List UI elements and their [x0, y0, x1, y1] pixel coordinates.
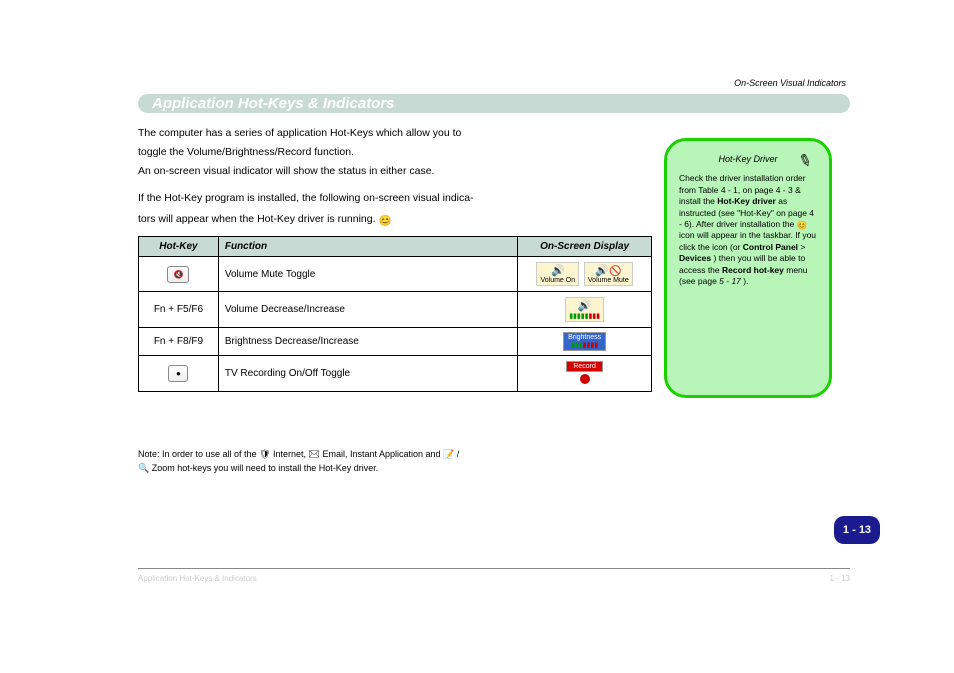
- footer-rule: [138, 568, 850, 569]
- note-page-ref: 5 - 17: [719, 276, 741, 286]
- note-body: Check the driver installation order from…: [679, 173, 817, 288]
- func-record: TV Recording On/Off Toggle: [218, 356, 517, 392]
- disp-bright: Brightness▮▮▮▮▮▮▮: [518, 328, 652, 356]
- disp-vol: 🔊▮▮▮▮▮▮▮▮: [518, 292, 652, 328]
- note-app-icon: 😊: [797, 220, 807, 230]
- page-number-badge: 1 - 13: [834, 516, 880, 544]
- func-vol: Volume Decrease/Increase: [218, 292, 517, 328]
- title-bar-text: Application Hot-Keys & Indicators: [152, 95, 395, 112]
- table-row: Fn + F8/F9 Brightness Decrease/Increase …: [139, 328, 652, 356]
- app-icon: 😊: [378, 214, 388, 224]
- key-record: ●: [168, 365, 188, 382]
- disp-record: Record: [518, 356, 652, 392]
- note-hk-bold: Hot-Key driver: [717, 196, 776, 206]
- note-rec-hk: Record hot-key: [722, 265, 784, 275]
- key-mute: 🔇: [167, 266, 189, 283]
- footnotes: Note: In order to use all of the 🛡 Inter…: [138, 448, 652, 475]
- subheading: On-Screen Visual Indicators: [138, 174, 298, 188]
- note-gt: >: [800, 242, 805, 252]
- desc-line: If the Hot-Key program is installed, the…: [138, 192, 474, 204]
- table-row: Fn + F5/F6 Volume Decrease/Increase 🔊▮▮▮…: [139, 292, 652, 328]
- footer: Application Hot-Keys & Indicators 1 - 13: [138, 574, 850, 583]
- table-row: ● TV Recording On/Off Toggle Record: [139, 356, 652, 392]
- note-body7: ).: [743, 276, 748, 286]
- note-box: ✎ Hot-Key Driver Check the driver instal…: [664, 138, 832, 398]
- intro-line-2: toggle the Volume/Brightness/Record func…: [138, 145, 652, 160]
- func-bright: Brightness Decrease/Increase: [218, 328, 517, 356]
- title-bar: Application Hot-Keys & Indicators: [138, 94, 850, 113]
- footer-left: Application Hot-Keys & Indicators: [138, 574, 257, 583]
- func-mute: Volume Mute Toggle: [218, 257, 517, 292]
- th-hotkey: Hot-Key: [139, 237, 219, 257]
- footnote-line-2: 🔍 Zoom hot-keys you will need to install…: [138, 462, 652, 475]
- intro-line-1: The computer has a series of application…: [138, 126, 652, 141]
- note-body3: After driver installation the: [696, 219, 797, 229]
- key-vol: Fn + F5/F6: [139, 292, 219, 328]
- th-function: Function: [218, 237, 517, 257]
- pre-table-text: tors will appear when the Hot-Key driver…: [138, 213, 376, 225]
- footer-right: 1 - 13: [830, 574, 850, 583]
- footnote-line-1: Note: In order to use all of the 🛡 Inter…: [138, 448, 652, 461]
- disp-mute: 🔊Volume On 🔊🚫Volume Mute: [518, 257, 652, 292]
- table-row: 🔇 Volume Mute Toggle 🔊Volume On 🔊🚫Volume…: [139, 257, 652, 292]
- chapter-label: On-Screen Visual Indicators: [734, 78, 846, 88]
- pre-table-line: tors will appear when the Hot-Key driver…: [138, 213, 388, 225]
- th-display: On-Screen Display: [518, 237, 652, 257]
- note-ctrl: Control Panel: [743, 242, 798, 252]
- key-bright: Fn + F8/F9: [139, 328, 219, 356]
- hotkey-table: Hot-Key Function On-Screen Display 🔇 Vol…: [138, 236, 652, 392]
- note-devices: Devices: [679, 253, 711, 263]
